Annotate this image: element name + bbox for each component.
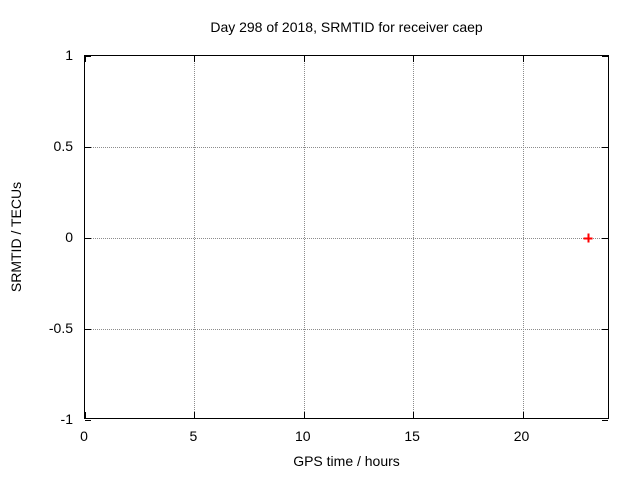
gridline-horizontal — [85, 329, 608, 330]
x-tick-mark-top — [413, 56, 415, 62]
gridline-vertical — [194, 56, 196, 418]
x-tick-mark-bottom — [522, 412, 524, 418]
x-tick-mark-bottom — [303, 412, 305, 418]
y-tick-mark-left — [85, 420, 91, 421]
x-tick-label: 20 — [513, 428, 530, 444]
y-tick-mark-left — [85, 56, 91, 57]
y-tick-label: 0 — [65, 229, 73, 245]
y-tick-mark-right — [602, 420, 608, 421]
y-tick-label: 0.5 — [53, 138, 73, 154]
x-tick-label: 15 — [404, 428, 420, 444]
y-tick-mark-right — [602, 56, 608, 57]
gridline-vertical — [522, 56, 524, 418]
x-tick-label: 10 — [294, 428, 311, 444]
y-tick-mark-left — [85, 238, 91, 239]
data-point-marker — [583, 233, 593, 243]
y-tick-label: 1 — [65, 47, 73, 63]
x-tick-mark-top — [303, 56, 305, 62]
x-tick-mark-top — [522, 56, 524, 62]
gridline-vertical — [413, 56, 415, 418]
x-tick-mark-top — [194, 56, 196, 62]
y-tick-mark-left — [85, 329, 91, 330]
x-tick-mark-bottom — [85, 412, 86, 418]
x-tick-mark-bottom — [413, 412, 415, 418]
gridline-vertical — [303, 56, 305, 418]
x-axis-title: GPS time / hours — [293, 453, 400, 469]
y-tick-mark-left — [85, 147, 91, 148]
y-tick-label: -0.5 — [48, 320, 73, 336]
y-tick-mark-right — [602, 329, 608, 330]
y-tick-label: -1 — [60, 411, 73, 427]
x-tick-label: 5 — [189, 428, 198, 444]
plot-area — [84, 55, 609, 421]
chart-title: Day 298 of 2018, SRMTID for receiver cae… — [210, 19, 483, 35]
x-tick-label: 0 — [80, 428, 88, 444]
marker-vertical-bar — [587, 233, 590, 243]
y-tick-mark-right — [602, 238, 608, 239]
gridline-horizontal — [85, 147, 608, 148]
x-tick-mark-bottom — [194, 412, 196, 418]
y-tick-mark-right — [602, 147, 608, 148]
x-tick-mark-top — [85, 56, 86, 62]
gridline-horizontal — [85, 238, 608, 239]
